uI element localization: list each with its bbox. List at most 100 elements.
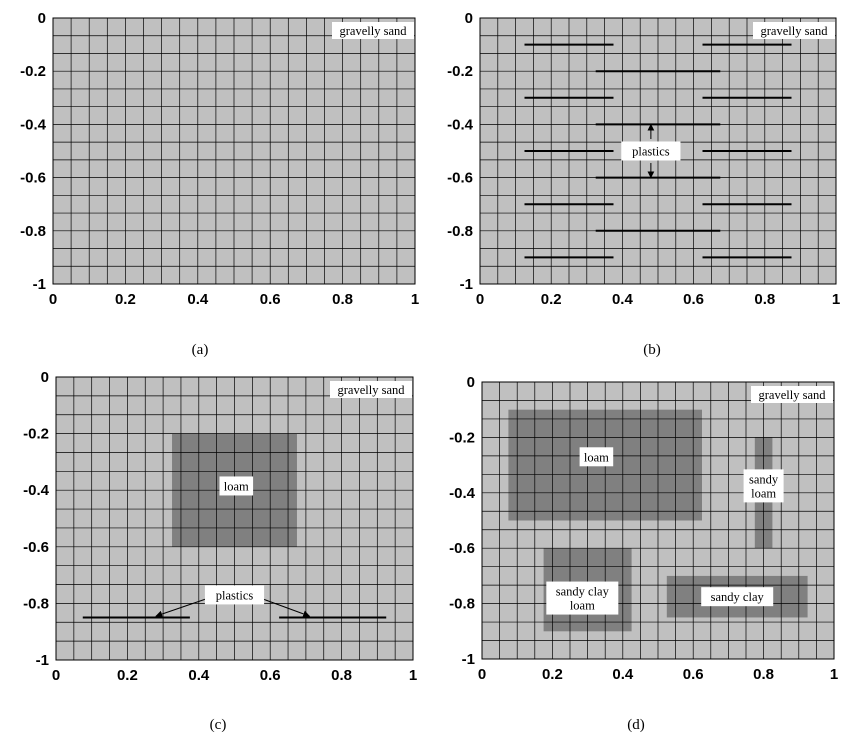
label-box — [204, 585, 265, 605]
x-tick-label: 0.2 — [117, 667, 138, 684]
y-tick-label: -1 — [462, 651, 475, 668]
x-tick-label: 1 — [830, 666, 838, 683]
label-box — [546, 581, 619, 615]
y-tick-label: -0.4 — [20, 116, 47, 133]
label-box — [579, 447, 614, 467]
x-tick-label: 0 — [49, 291, 57, 308]
y-tick-label: 0 — [41, 369, 49, 386]
label-text: plastics — [216, 588, 254, 602]
y-tick-label: 0 — [467, 374, 475, 391]
y-tick-label: -1 — [33, 276, 46, 293]
material-label-sandy-clay: sandy clay — [701, 587, 774, 607]
y-tick-label: -1 — [36, 652, 49, 669]
y-tick-label: -0.6 — [449, 540, 475, 557]
panel-d: 0 0.2 0.4 0.6 0.8 1 0 -0.2 -0.4 -0.6 -0.8 -1 gravell… — [449, 374, 838, 733]
material-label-loam: loam — [579, 447, 614, 467]
panel-caption: (c) — [210, 717, 227, 733]
label-text: gravelly sand — [761, 24, 829, 38]
x-tick-label: 0.2 — [542, 666, 563, 683]
x-tick-label: 0.8 — [331, 667, 352, 684]
material-label-plastics: plastics — [621, 141, 681, 161]
y-tick-label: 0 — [38, 10, 46, 27]
panel-c: 0 0.2 0.4 0.6 0.8 1 0 -0.2 -0.4 -0.6 -0.8 -1 gravell… — [23, 369, 417, 733]
y-tick-label: -0.2 — [20, 63, 46, 80]
x-tick-label: 0.4 — [188, 667, 210, 684]
label-box — [701, 587, 774, 607]
x-tick-label: 1 — [411, 291, 419, 308]
background-material-label: gravelly sand — [753, 22, 835, 39]
x-tick-label: 0.4 — [187, 291, 209, 308]
y-tick-label: -0.6 — [23, 539, 49, 556]
label-text: sandy — [749, 472, 779, 486]
label-text: gravelly sand — [759, 388, 827, 402]
label-text: sandy clay — [556, 585, 610, 599]
x-tick-label: 0.8 — [332, 291, 353, 308]
y-tick-label: -0.6 — [447, 170, 473, 187]
mesh-grid — [481, 381, 835, 660]
label-text: gravelly sand — [338, 383, 406, 397]
label-arrow — [259, 597, 311, 618]
label-text: sandy clay — [711, 590, 765, 604]
background-material-label: gravelly sand — [751, 386, 833, 403]
x-tick-label: 0.8 — [754, 291, 775, 308]
x-tick-label: 0.2 — [115, 291, 136, 308]
material-label-plastics: plastics — [204, 585, 265, 605]
x-tick-label: 0 — [478, 666, 486, 683]
y-tick-label: -1 — [460, 276, 473, 293]
domain-border — [52, 17, 416, 285]
material-label-loam: loam — [219, 476, 254, 496]
x-tick-label: 0.6 — [260, 291, 281, 308]
x-tick-label: 0 — [476, 291, 484, 308]
x-tick-label: 0.8 — [753, 666, 774, 683]
domain-border — [479, 17, 837, 285]
x-tick-label: 1 — [409, 667, 417, 684]
label-box — [621, 141, 681, 161]
panel-caption: (a) — [192, 342, 209, 358]
y-tick-label: -0.8 — [449, 596, 475, 613]
y-tick-label: -0.8 — [20, 223, 46, 240]
panel-caption: (b) — [643, 342, 661, 358]
panel-b: 0 0.2 0.4 0.6 0.8 1 0 -0.2 -0.4 -0.6 -0.8 -1 gravell… — [447, 10, 840, 358]
background-material-label: gravelly sand — [332, 22, 414, 39]
label-box — [332, 22, 414, 39]
label-box — [751, 386, 833, 403]
x-tick-label: 0.6 — [683, 666, 704, 683]
label-text: gravelly sand — [340, 24, 408, 38]
label-arrow — [155, 597, 210, 618]
panel-a: 0 0.2 0.4 0.6 0.8 1 0 -0.2 -0.4 -0.6 -0.8 -1 gravell… — [20, 10, 419, 358]
y-tick-label: -0.8 — [23, 595, 49, 612]
y-tick-label: -0.8 — [447, 223, 473, 240]
label-box — [219, 476, 254, 496]
label-text: loam — [751, 486, 776, 500]
panel-caption: (d) — [627, 717, 645, 733]
label-text: loam — [584, 450, 609, 464]
label-text: loam — [570, 599, 595, 613]
x-tick-label: 1 — [832, 291, 840, 308]
domain-border — [481, 381, 835, 660]
mesh-grid — [52, 17, 416, 285]
label-box — [330, 381, 412, 398]
y-tick-label: -0.2 — [23, 426, 49, 443]
background-material-label: gravelly sand — [330, 381, 412, 398]
x-tick-label: 0.6 — [683, 291, 704, 308]
label-box — [743, 469, 784, 503]
x-tick-label: 0.4 — [612, 291, 634, 308]
domain-border — [55, 376, 414, 661]
y-tick-label: -0.4 — [449, 485, 476, 502]
label-box — [753, 22, 835, 39]
y-tick-label: -0.4 — [447, 116, 474, 133]
y-tick-label: -0.2 — [447, 63, 473, 80]
label-text: plastics — [632, 145, 670, 159]
label-text: loam — [224, 479, 249, 493]
x-tick-label: 0.4 — [612, 666, 634, 683]
y-tick-label: 0 — [465, 10, 473, 27]
x-tick-label: 0 — [52, 667, 60, 684]
y-tick-label: -0.4 — [23, 482, 50, 499]
y-tick-label: -0.6 — [20, 170, 46, 187]
y-tick-label: -0.2 — [449, 429, 475, 446]
x-tick-label: 0.2 — [541, 291, 562, 308]
x-tick-label: 0.6 — [260, 667, 281, 684]
